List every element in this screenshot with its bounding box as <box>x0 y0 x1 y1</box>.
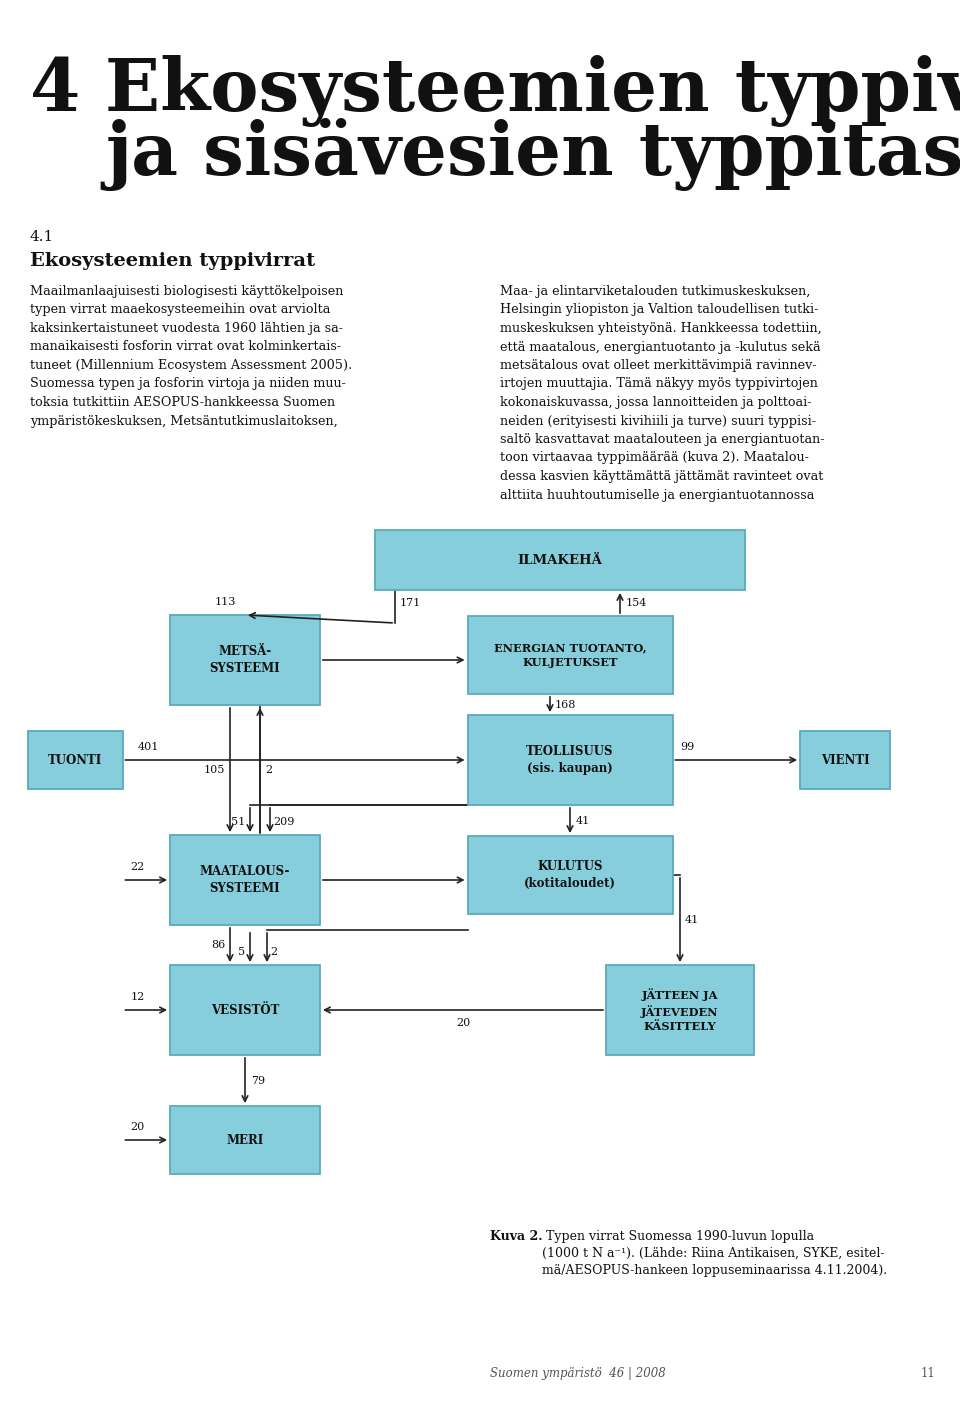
Text: 99: 99 <box>681 742 695 751</box>
FancyBboxPatch shape <box>468 615 673 694</box>
FancyBboxPatch shape <box>28 730 123 789</box>
Text: 20: 20 <box>131 1122 145 1131</box>
Text: MAATALOUS-
SYSTEEMI: MAATALOUS- SYSTEEMI <box>200 865 290 894</box>
Text: Maa- ja elintarviketalouden tutkimuskeskuksen,
Helsingin yliopiston ja Valtion t: Maa- ja elintarviketalouden tutkimuskesk… <box>500 285 825 502</box>
Text: 20: 20 <box>456 1018 470 1028</box>
Text: ENERGIAN TUOTANTO,
KULJETUKSET: ENERGIAN TUOTANTO, KULJETUKSET <box>493 642 646 667</box>
FancyBboxPatch shape <box>170 615 320 705</box>
Text: METSÄ-
SYSTEEMI: METSÄ- SYSTEEMI <box>209 645 280 674</box>
FancyBboxPatch shape <box>468 836 673 914</box>
Text: 41: 41 <box>685 916 699 925</box>
Text: 209: 209 <box>273 817 295 827</box>
FancyBboxPatch shape <box>468 715 673 805</box>
Text: Maailmanlaajuisesti biologisesti käyttökelpoisen
typen virrat maaekosysteemeihin: Maailmanlaajuisesti biologisesti käyttök… <box>30 285 352 428</box>
Text: 51: 51 <box>230 817 245 827</box>
Text: KULUTUS
(kotitaloudet): KULUTUS (kotitaloudet) <box>524 861 616 890</box>
Text: JÄTTEEN JA
JÄTEVEDEN
KÄSITTELY: JÄTTEEN JA JÄTEVEDEN KÄSITTELY <box>641 988 719 1032</box>
FancyBboxPatch shape <box>606 965 754 1054</box>
Text: 12: 12 <box>131 993 145 1002</box>
Text: 154: 154 <box>626 599 647 608</box>
Text: ja sisävesien typpitase: ja sisävesien typpitase <box>105 118 960 191</box>
Text: Ekosysteemien typpivirrat: Ekosysteemien typpivirrat <box>30 252 315 271</box>
Text: Ekosysteemien typpivirrat: Ekosysteemien typpivirrat <box>105 55 960 128</box>
Text: 11: 11 <box>921 1367 935 1380</box>
Text: Suomen ympäristö  46 | 2008: Suomen ympäristö 46 | 2008 <box>490 1367 665 1380</box>
FancyBboxPatch shape <box>170 836 320 925</box>
Text: Kuva 2.: Kuva 2. <box>490 1230 542 1244</box>
Text: 171: 171 <box>400 597 421 607</box>
Text: Typen virrat Suomessa 1990-luvun lopulla
(1000 t N a⁻¹). (Lähde: Riina Antikaise: Typen virrat Suomessa 1990-luvun lopulla… <box>542 1230 887 1277</box>
Text: MERI: MERI <box>227 1133 264 1147</box>
Text: 4.1: 4.1 <box>30 230 55 244</box>
Text: 2: 2 <box>270 946 277 958</box>
Text: 105: 105 <box>204 765 225 775</box>
Text: ILMAKEHÄ: ILMAKEHÄ <box>517 554 603 566</box>
Text: 168: 168 <box>555 700 576 709</box>
Text: TEOLLISUUS
(sis. kaupan): TEOLLISUUS (sis. kaupan) <box>526 746 613 775</box>
Text: 113: 113 <box>214 597 236 607</box>
FancyBboxPatch shape <box>170 1106 320 1173</box>
Text: 41: 41 <box>576 816 590 826</box>
FancyBboxPatch shape <box>170 965 320 1054</box>
Text: TUONTI: TUONTI <box>48 753 102 767</box>
FancyBboxPatch shape <box>800 730 890 789</box>
FancyBboxPatch shape <box>375 530 745 590</box>
Text: VIENTI: VIENTI <box>821 753 870 767</box>
Text: 22: 22 <box>131 862 145 872</box>
Text: 4: 4 <box>30 55 81 126</box>
Text: 5: 5 <box>238 946 245 958</box>
Text: 79: 79 <box>251 1075 265 1085</box>
Text: 401: 401 <box>137 742 158 751</box>
Text: VESISTÖT: VESISTÖT <box>211 1004 279 1016</box>
Text: 86: 86 <box>211 939 225 951</box>
Text: 2: 2 <box>265 765 272 775</box>
